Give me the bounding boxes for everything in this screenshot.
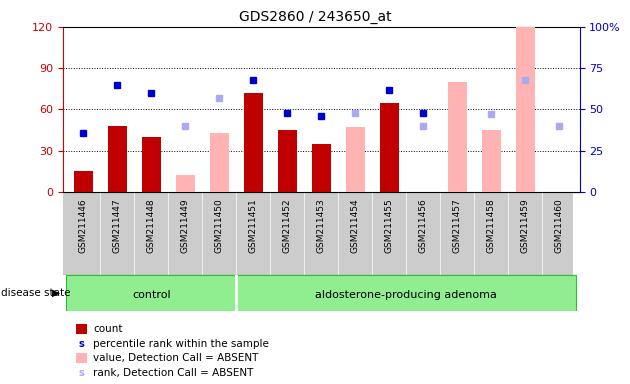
Text: ▶: ▶ [52,288,60,298]
Text: aldosterone-producing adenoma: aldosterone-producing adenoma [316,290,497,300]
Bar [66,275,236,311]
Bar [66,275,236,311]
Bar [516,27,535,192]
Text: GSM211452: GSM211452 [283,199,292,253]
Text: s: s [78,339,84,349]
Text: value, Detection Call = ABSENT: value, Detection Call = ABSENT [93,353,259,363]
Text: GSM211447: GSM211447 [113,199,122,253]
Bar [108,126,127,192]
Text: GSM211458: GSM211458 [487,199,496,253]
Bar [236,275,576,311]
Bar [482,130,501,192]
Text: GSM211446: GSM211446 [79,199,88,253]
Text: GSM211455: GSM211455 [385,199,394,253]
Text: GDS2860 / 243650_at: GDS2860 / 243650_at [239,10,391,23]
Text: GSM211454: GSM211454 [351,199,360,253]
Text: rank, Detection Call = ABSENT: rank, Detection Call = ABSENT [93,368,254,378]
Text: GSM211450: GSM211450 [215,199,224,253]
Text: disease state: disease state [1,288,71,298]
Bar [278,130,297,192]
Bar [380,103,399,192]
Bar [176,175,195,192]
Text: GSM211460: GSM211460 [554,199,564,253]
Text: GSM211457: GSM211457 [453,199,462,253]
Text: GSM211449: GSM211449 [181,199,190,253]
Text: GSM211453: GSM211453 [317,199,326,253]
Bar [244,93,263,192]
Text: GSM211459: GSM211459 [521,199,530,253]
Text: GSM211451: GSM211451 [249,199,258,253]
Bar [448,82,467,192]
Bar [312,144,331,192]
Text: GSM211448: GSM211448 [147,199,156,253]
Text: GSM211456: GSM211456 [419,199,428,253]
Bar [142,137,161,192]
Bar [346,127,365,192]
Text: percentile rank within the sample: percentile rank within the sample [93,339,269,349]
Bar [236,275,576,311]
Bar [210,133,229,192]
Text: s: s [78,368,84,378]
Bar [74,171,93,192]
Text: control: control [132,290,171,300]
Text: count: count [93,324,123,334]
